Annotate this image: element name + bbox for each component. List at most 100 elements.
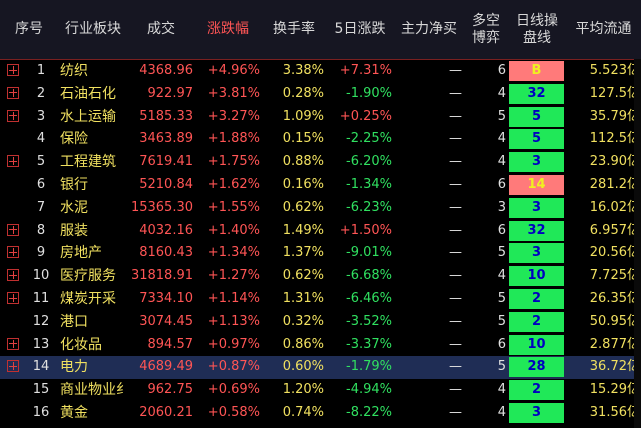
table-row[interactable]: 16 黄金 2060.21 +0.58% 0.74% -8.22% — 4 31.56亿 3 [0, 402, 641, 425]
expand-plus-icon[interactable] [7, 292, 19, 304]
avg-float-value: 23.90亿 [589, 154, 640, 170]
table-row[interactable]: 13 化妆品 894.57 +0.97% 0.86% -3.37% — 6 2.877亿 10 [0, 334, 641, 357]
header-sector[interactable]: 行业板块 [58, 0, 128, 59]
expand-plus-icon[interactable] [7, 86, 19, 99]
volume: 4032.16 [139, 222, 193, 238]
table-row[interactable]: 7 水泥 15365.30 +1.55% 0.62% -6.23% — 3 16.02亿 3 [0, 197, 641, 220]
row-index: 14 [32, 359, 50, 375]
row-index: 6 [36, 177, 46, 192]
change-pct: +1.13% [207, 313, 260, 329]
long-short-value: 4 [497, 405, 506, 420]
avg-float-value: 127.5亿 [589, 85, 640, 101]
main-net-buy: — [449, 245, 462, 261]
table-row[interactable]: 12 港口 3074.45 +1.13% 0.32% -3.52% — 5 50.95亿 2 [0, 311, 641, 334]
sector-name: 服装 [60, 222, 88, 239]
table-row[interactable]: 8 服装 4032.16 +1.40% 1.49% +1.50% — 6 6.957亿 32 [0, 220, 641, 243]
avg-float-value: 15.29亿 [589, 382, 640, 398]
avg-float-value: 50.95亿 [589, 313, 640, 329]
five-day-change: -1.79% [346, 359, 392, 375]
header-index-label: 序号 [15, 21, 43, 37]
header-long-short-line2: 博弈 [472, 29, 500, 46]
table-row[interactable]: 14 电力 4689.49 +0.87% 0.60% -1.79% — 5 36.72亿 28 [0, 356, 641, 380]
daily-line-badge: B [509, 61, 564, 81]
long-short-value: 4 [497, 268, 506, 284]
volume: 922.97 [147, 85, 194, 101]
scrollbar[interactable] [634, 59, 641, 428]
table-row[interactable]: 11 煤炭开采 7334.10 +1.14% 1.31% -6.46% — 5 26.35亿 2 [0, 288, 641, 311]
header-five-day[interactable]: 5日涨跌 [326, 0, 394, 59]
main-net-buy: — [449, 291, 462, 306]
expand-plus-icon[interactable] [7, 337, 19, 350]
change-pct: +3.27% [207, 108, 260, 124]
table-row[interactable]: 9 房地产 8160.43 +1.34% 1.37% -9.01% — 5 20.56亿 3 [0, 242, 641, 265]
long-short-value: 4 [497, 154, 506, 170]
table-row[interactable]: 3 水上运输 5185.33 +3.27% 1.09% +0.25% — 5 35.79亿 5 [0, 106, 641, 129]
daily-line-badge: 3 [509, 403, 564, 423]
header-long-short-line1: 多空 [472, 12, 500, 29]
main-net-buy: — [449, 177, 462, 192]
five-day-change: -6.68% [346, 268, 392, 284]
change-pct: +0.87% [207, 359, 260, 375]
main-net-buy: — [449, 85, 462, 101]
expand-plus-icon[interactable] [7, 64, 19, 76]
header-avg-float[interactable]: 平均流通 [566, 0, 641, 59]
header-turnover[interactable]: 换手率 [262, 0, 326, 59]
expand-plus-icon[interactable] [7, 269, 19, 282]
volume: 31818.91 [130, 268, 193, 284]
turnover-rate: 1.31% [282, 291, 324, 306]
row-index: 8 [36, 222, 46, 238]
daily-line-badge: 32 [509, 220, 564, 241]
main-net-buy: — [449, 405, 462, 420]
table-row[interactable]: 2 石油石化 922.97 +3.81% 0.28% -1.90% — 4 127.5亿 32 [0, 83, 641, 106]
daily-line-badge: 10 [509, 266, 564, 287]
long-short-value: 5 [497, 245, 506, 261]
header-five-day-label: 5日涨跌 [334, 21, 386, 37]
table-row[interactable]: 15 商业物业纟 962.75 +0.69% 1.20% -4.94% — 4 15.29亿 2 [0, 379, 641, 402]
long-short-value: 5 [497, 291, 506, 306]
five-day-change: -8.22% [346, 405, 392, 420]
table-row[interactable]: 1 纺织 4368.96 +4.96% 3.38% +7.31% — 6 5.523亿 B [0, 60, 641, 83]
main-net-buy: — [449, 382, 462, 398]
five-day-change: -6.23% [346, 199, 392, 215]
row-index: 15 [32, 382, 50, 398]
table-row[interactable]: 5 工程建筑 7619.41 +1.75% 0.88% -6.20% — 4 23.90亿 3 [0, 151, 641, 174]
avg-float-value: 36.72亿 [589, 359, 640, 375]
avg-float-value: 5.523亿 [589, 63, 640, 78]
table-header: 序号 行业板块 成交 涨跌幅 换手率 5日涨跌 主力净买 多空 博弈 日线操 盘… [0, 0, 641, 60]
change-pct: +0.97% [207, 336, 260, 352]
row-index: 2 [36, 85, 46, 101]
long-short-value: 4 [497, 382, 506, 398]
sector-name: 纺织 [60, 63, 88, 79]
long-short-value: 4 [497, 131, 506, 147]
change-pct: +3.81% [207, 85, 260, 101]
volume: 5210.84 [139, 177, 193, 192]
change-pct: +0.58% [207, 405, 260, 420]
change-pct: +1.55% [207, 199, 260, 215]
header-change-label: 涨跌幅 [207, 21, 249, 37]
expand-plus-icon[interactable] [7, 109, 19, 122]
volume: 7619.41 [139, 154, 193, 170]
header-daily-line2: 盘线 [523, 29, 551, 46]
main-net-buy: — [449, 268, 462, 284]
change-pct: +1.88% [207, 131, 260, 147]
header-main-net-buy[interactable]: 主力净买 [394, 0, 464, 59]
expand-plus-icon[interactable] [7, 223, 19, 236]
sector-name: 黄金 [60, 405, 88, 421]
header-volume[interactable]: 成交 [128, 0, 194, 59]
header-volume-label: 成交 [147, 21, 175, 37]
sector-name: 电力 [60, 359, 88, 376]
daily-line-badge: 5 [509, 129, 564, 150]
table-row[interactable]: 6 银行 5210.84 +1.62% 0.16% -1.34% — 6 281.2亿 14 [0, 174, 641, 197]
table-row[interactable]: 10 医疗服务 31818.91 +1.27% 0.62% -6.68% — 4 7.725亿 1… [0, 265, 641, 288]
header-index[interactable]: 序号 [0, 0, 58, 59]
turnover-rate: 0.16% [282, 177, 324, 192]
header-change[interactable]: 涨跌幅 [194, 0, 262, 59]
header-long-short[interactable]: 多空 博弈 [464, 0, 508, 59]
expand-plus-icon[interactable] [7, 155, 19, 168]
header-daily-line[interactable]: 日线操 盘线 [508, 0, 566, 59]
avg-float-value: 6.957亿 [589, 222, 640, 238]
table-row[interactable]: 4 保险 3463.89 +1.88% 0.15% -2.25% — 4 112.5亿 5 [0, 128, 641, 151]
expand-plus-icon[interactable] [7, 360, 19, 373]
expand-plus-icon[interactable] [7, 246, 19, 259]
